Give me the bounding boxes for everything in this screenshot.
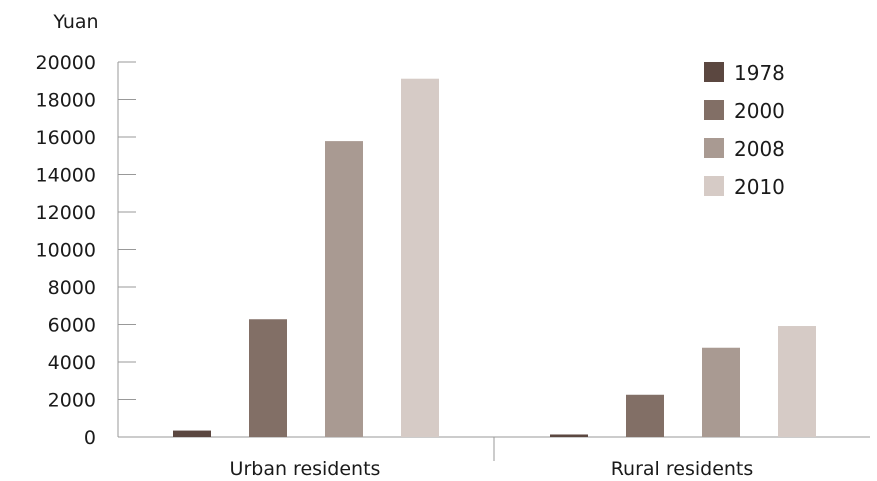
y-tick-label: 6000 [48,315,96,337]
y-tick-label: 14000 [36,165,96,187]
legend-swatch-2000 [704,100,724,120]
y-tick-label: 2000 [48,390,96,412]
bar-1978-rural [550,434,588,437]
category-label: Urban residents [230,458,381,480]
bar-1978-urban [173,430,211,437]
legend-label-1978: 1978 [734,61,785,85]
bar-2000-rural [626,394,664,437]
bar-2008-rural [702,347,740,437]
y-tick-label: 12000 [36,202,96,224]
y-tick-label: 20000 [36,52,96,74]
legend-label-2000: 2000 [734,99,785,123]
legend: 1978 2000 2008 2010 [704,61,785,199]
legend-swatch-2008 [704,138,724,158]
category-label: Rural residents [611,458,754,480]
legend-label-2008: 2008 [734,137,785,161]
y-tick-label: 16000 [36,127,96,149]
bar-2000-urban [249,319,287,437]
y-axis-label: Yuan [52,11,98,33]
bar-2010-rural [778,326,816,437]
bars [173,78,816,438]
y-tick-label: 0 [84,427,96,449]
y-tick-label: 4000 [48,352,96,374]
y-tick-label: 8000 [48,277,96,299]
bar-2008-urban [325,141,363,437]
legend-label-2010: 2010 [734,175,785,199]
legend-swatch-2010 [704,176,724,196]
legend-swatch-1978 [704,62,724,82]
bar-2010-urban [401,78,439,438]
y-tick-labels: 0 2000 4000 6000 8000 10000 12000 14000 16000 180… [36,52,136,449]
y-tick-label: 18000 [36,90,96,112]
y-tick-label: 10000 [36,240,96,262]
category-labels: Urban residents Rural residents [230,458,754,480]
